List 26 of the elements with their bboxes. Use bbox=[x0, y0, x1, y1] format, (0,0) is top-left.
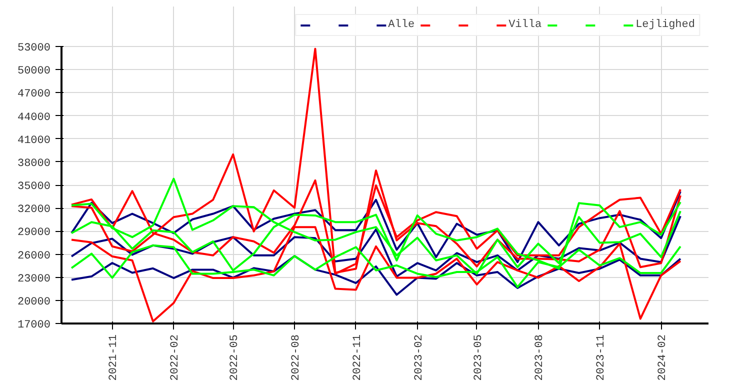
y-tick-label: 41000 bbox=[17, 134, 51, 147]
y-tick-label: 44000 bbox=[17, 112, 51, 124]
y-tick-label: 47000 bbox=[17, 88, 51, 101]
x-tick-label: 2023-08 bbox=[534, 334, 546, 381]
y-tick-label: 50000 bbox=[17, 66, 51, 78]
y-tick-label: 38000 bbox=[17, 158, 51, 170]
legend-label: Villa bbox=[508, 19, 542, 31]
legend-label: Alle bbox=[388, 19, 415, 31]
y-tick-label: 53000 bbox=[17, 42, 51, 54]
legend-label: Lejlighed bbox=[636, 19, 695, 31]
y-tick-label: 20000 bbox=[17, 296, 51, 308]
x-tick-label: 2022-11 bbox=[352, 334, 364, 381]
x-tick-label: 2023-05 bbox=[472, 334, 485, 381]
x-tick-label: 2024-02 bbox=[657, 334, 670, 381]
x-tick-label: 2023-11 bbox=[596, 334, 608, 381]
x-tick-label: 2022-08 bbox=[290, 334, 303, 381]
y-tick-label: 35000 bbox=[17, 181, 51, 193]
y-tick-label: 23000 bbox=[17, 273, 51, 286]
x-tick-label: 2023-02 bbox=[413, 334, 426, 381]
y-tick-label: 29000 bbox=[17, 227, 51, 240]
x-tick-label: 2021-11 bbox=[108, 334, 120, 381]
y-tick-label: 26000 bbox=[17, 250, 51, 262]
x-tick-label: 2022-05 bbox=[229, 334, 242, 381]
y-tick-label: 17000 bbox=[17, 320, 51, 332]
x-tick-label: 2022-02 bbox=[170, 334, 182, 381]
y-tick-label: 32000 bbox=[17, 204, 51, 216]
